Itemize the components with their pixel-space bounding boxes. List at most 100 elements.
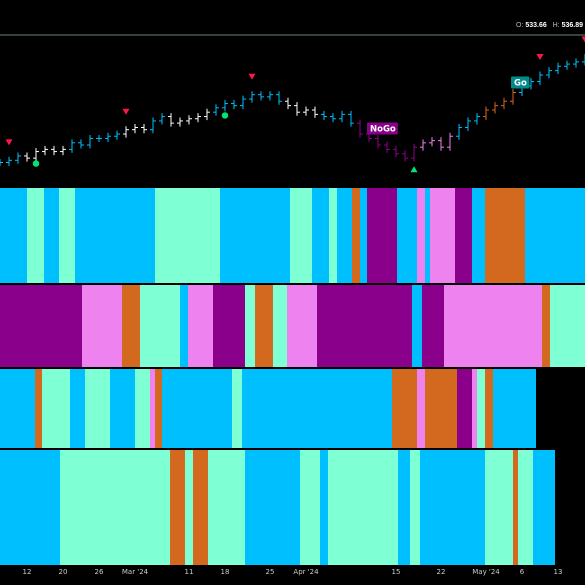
x-tick-label: 12: [23, 568, 32, 576]
regime-segment: [392, 369, 417, 448]
regime-segment: [245, 285, 255, 367]
x-tick-label: 18: [221, 568, 230, 576]
regime-segment: [208, 450, 245, 565]
regime-segment: [398, 450, 410, 565]
regime-segment: [485, 369, 493, 448]
regime-segment: [287, 285, 317, 367]
regime-segment: [290, 188, 312, 283]
regime-segment: [242, 369, 392, 448]
regime-segment: [232, 369, 242, 448]
regime-segment: [122, 285, 140, 367]
regime-segment: [60, 450, 170, 565]
regime-segment: [367, 188, 397, 283]
regime-segment: [245, 450, 300, 565]
go-label: Go: [514, 79, 527, 89]
regime-segment: [27, 188, 44, 283]
high-value: 536.89: [561, 22, 583, 29]
regime-segment: [472, 188, 485, 283]
regime-segment: [542, 285, 550, 367]
regime-segment: [410, 450, 420, 565]
regime-segment: [35, 369, 42, 448]
regime-segment: [425, 369, 457, 448]
regime-segment: [417, 369, 425, 448]
regime-segment: [213, 285, 245, 367]
regime-segment: [70, 369, 85, 448]
regime-segment: [360, 188, 367, 283]
regime-segment: [180, 285, 188, 367]
regime-segment: [312, 188, 329, 283]
regime-segment: [140, 285, 180, 367]
high-label: H:: [552, 22, 560, 29]
signal-down-triangle: [248, 73, 256, 80]
regime-segment: [444, 285, 542, 367]
signal-dot: [32, 160, 40, 167]
nogo-label: NoGo: [370, 124, 396, 134]
x-tick-label: Apr '24: [293, 568, 319, 576]
signal-down-triangle: [5, 139, 13, 146]
x-tick-label: Mar '24: [122, 568, 149, 576]
x-tick-label: 26: [95, 568, 104, 576]
regime-segment: [188, 285, 213, 367]
regime-segment: [457, 369, 472, 448]
regime-segment: [220, 188, 290, 283]
regime-segment: [155, 369, 162, 448]
regime-segment: [273, 285, 287, 367]
regime-segment: [417, 188, 425, 283]
x-tick-label: 20: [59, 568, 68, 576]
regime-segment: [518, 450, 533, 565]
regime-segment: [352, 188, 360, 283]
regime-segment: [44, 188, 59, 283]
x-tick-label: 15: [392, 568, 401, 576]
regime-segment: [170, 450, 185, 565]
open-label: O:: [516, 22, 524, 29]
regime-segment: [430, 188, 455, 283]
regime-segment: [193, 450, 208, 565]
x-tick-label: 25: [266, 568, 275, 576]
regime-segment: [525, 188, 585, 283]
regime-segment: [75, 188, 155, 283]
regime-segment: [255, 285, 273, 367]
signal-up-triangle: [410, 166, 418, 173]
regime-segment: [472, 369, 477, 448]
regime-segment: [455, 188, 472, 283]
regime-segment: [85, 369, 110, 448]
x-tick-label: 6: [520, 568, 525, 576]
regime-segment: [485, 450, 513, 565]
regime-segment: [477, 369, 485, 448]
regime-segment: [150, 369, 155, 448]
regime-segment: [82, 285, 122, 367]
regime-segment: [485, 188, 525, 283]
regime-segment: [162, 369, 232, 448]
regime-segment: [300, 450, 320, 565]
open-value: 533.66: [525, 22, 547, 29]
regime-segment: [533, 450, 555, 565]
regime-segment: [320, 450, 328, 565]
regime-segment: [185, 450, 193, 565]
regime-segment: [329, 188, 337, 283]
regime-segment: [110, 369, 135, 448]
go-label-box: [511, 76, 530, 89]
regime-segment: [155, 188, 220, 283]
ohlc-readout: O: 533.66 H: 536.89: [516, 22, 583, 29]
regime-segment: [425, 188, 430, 283]
regime-segment: [422, 285, 444, 367]
regime-segment: [0, 450, 60, 565]
x-tick-label: 13: [554, 568, 563, 576]
signal-down-triangle: [536, 54, 544, 60]
regime-segment: [420, 450, 485, 565]
regime-segment: [0, 285, 82, 367]
regime-segment: [337, 188, 352, 283]
regime-segment: [493, 369, 536, 448]
x-tick-label: 22: [437, 568, 446, 576]
signal-down-triangle: [122, 108, 130, 115]
regime-segment: [412, 285, 422, 367]
regime-segment: [550, 285, 585, 367]
regime-segment: [513, 450, 518, 565]
signal-dot: [221, 112, 229, 119]
regime-segment: [317, 285, 412, 367]
signal-down-triangle: [581, 36, 585, 43]
regime-segment: [135, 369, 150, 448]
regime-segment: [0, 188, 27, 283]
x-tick-label: 11: [185, 568, 194, 576]
